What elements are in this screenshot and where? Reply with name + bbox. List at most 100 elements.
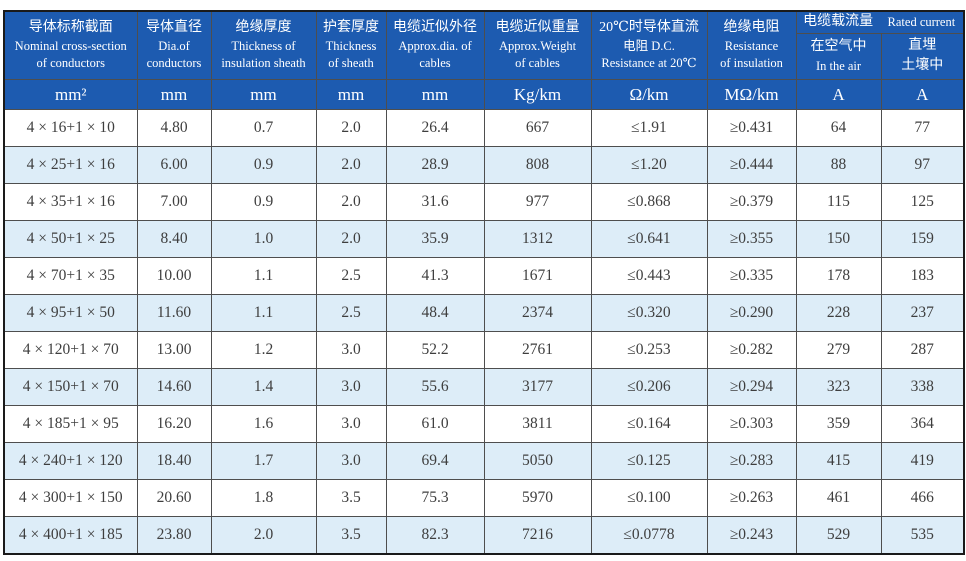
table-cell: 69.4 — [385, 441, 485, 480]
unit-cell: mm — [315, 78, 387, 110]
header-line-en: cables — [419, 56, 451, 71]
rated-current-title: 电缆载流量 Rated current — [797, 12, 963, 32]
table-cell: ≤0.443 — [590, 256, 708, 295]
table-row: 4 × 25+1 × 16 6.00 0.9 2.0 28.9 808 ≤1.20 ≥0.44… — [3, 145, 965, 184]
table-cell: ≥0.379 — [706, 182, 797, 221]
table-row: 4 × 120+1 × 70 13.00 1.2 3.0 52.2 2761 ≤0.253 ≥… — [3, 330, 965, 369]
table-cell: ≥0.431 — [706, 108, 797, 147]
table-cell: 0.9 — [210, 145, 317, 184]
table-cell: 2.0 — [315, 219, 387, 258]
table-cell: 2374 — [483, 293, 592, 332]
table-cell: ≤0.206 — [590, 367, 708, 406]
table-cell: 4 × 400+1 × 185 — [3, 515, 138, 554]
unit-cell: MΩ/km — [706, 78, 797, 110]
table-cell: ≥0.282 — [706, 330, 797, 369]
unit-cell: mm — [210, 78, 317, 110]
header-line-zh: 在空气中 — [810, 39, 867, 55]
header-line-en: Resistance — [724, 39, 779, 54]
table-cell: 4 × 50+1 × 25 — [3, 219, 138, 258]
table-cell: 183 — [880, 256, 965, 295]
table-row: 4 × 16+1 × 10 4.80 0.7 2.0 26.4 667 ≤1.91 ≥0.43… — [3, 108, 965, 147]
table-cell: 31.6 — [385, 182, 485, 221]
unit-cell: Kg/km — [483, 78, 592, 110]
table-cell: 3.0 — [315, 441, 387, 480]
table-cell: 237 — [880, 293, 965, 332]
table-cell: 1671 — [483, 256, 592, 295]
table-cell: ≥0.444 — [706, 145, 797, 184]
header-line-zh: 导体标称截面 — [28, 19, 113, 35]
table-cell: 419 — [880, 441, 965, 480]
table-cell: 4 × 25+1 × 16 — [3, 145, 138, 184]
unit-cell: A — [880, 78, 965, 110]
table-cell: 3.0 — [315, 404, 387, 443]
table-cell: 4 × 120+1 × 70 — [3, 330, 138, 369]
table-cell: ≥0.243 — [706, 515, 797, 554]
header-line-en: of cables — [515, 56, 560, 71]
table-cell: 2.5 — [315, 256, 387, 295]
table-cell: ≤0.868 — [590, 182, 708, 221]
table-body: 4 × 16+1 × 10 4.80 0.7 2.0 26.4 667 ≤1.91 ≥0.43… — [3, 108, 965, 554]
table-cell: ≥0.263 — [706, 478, 797, 517]
table-cell: ≤0.0778 — [590, 515, 708, 554]
table-cell: 3.0 — [315, 367, 387, 406]
table-cell: 228 — [795, 293, 882, 332]
table-cell: 667 — [483, 108, 592, 147]
header-line-en: Dia.of — [158, 39, 190, 54]
header-line-zh: 护套厚度 — [323, 19, 379, 35]
table-cell: 20.60 — [136, 478, 212, 517]
table-row: 4 × 70+1 × 35 10.00 1.1 2.5 41.3 1671 ≤0.443 ≥0… — [3, 256, 965, 295]
table-cell: 1.0 — [210, 219, 317, 258]
table-cell: 323 — [795, 367, 882, 406]
col-header-rated-current-group: 电缆载流量 Rated current — [795, 10, 965, 34]
table-row: 4 × 185+1 × 95 16.20 1.6 3.0 61.0 3811 ≤0.164 ≥… — [3, 404, 965, 443]
table-cell: 3.0 — [315, 330, 387, 369]
table-cell: ≤0.164 — [590, 404, 708, 443]
header-line-zh: 电缆近似重量 — [495, 19, 580, 35]
table-cell: 279 — [795, 330, 882, 369]
table-cell: 2.0 — [315, 182, 387, 221]
table-cell: 5050 — [483, 441, 592, 480]
header-line-en: Thickness — [325, 39, 377, 54]
table-cell: ≤1.91 — [590, 108, 708, 147]
table-cell: 6.00 — [136, 145, 212, 184]
header-line-en: In the air — [815, 58, 862, 73]
table-cell: 4 × 300+1 × 150 — [3, 478, 138, 517]
col-header-conductor-diameter: 导体直径 Dia.of conductors — [136, 10, 212, 80]
table-cell: 2.0 — [315, 108, 387, 147]
unit-cell: Ω/km — [590, 78, 708, 110]
table-cell: 1.1 — [210, 293, 317, 332]
table-cell: 18.40 — [136, 441, 212, 480]
table-cell: 529 — [795, 515, 882, 554]
table-cell: 61.0 — [385, 404, 485, 443]
table-cell: 2.5 — [315, 293, 387, 332]
table-row: 4 × 400+1 × 185 23.80 2.0 3.5 82.3 7216 ≤0.077… — [3, 515, 965, 554]
header-line-zh: 绝缘厚度 — [235, 19, 292, 35]
table-cell: 359 — [795, 404, 882, 443]
table-cell: 1.2 — [210, 330, 317, 369]
col-header-approx-diameter: 电缆近似外径 Approx.dia. of cables — [385, 10, 485, 80]
table-cell: 41.3 — [385, 256, 485, 295]
table-cell: 10.00 — [136, 256, 212, 295]
table-cell: 1.8 — [210, 478, 317, 517]
table-cell: 77 — [880, 108, 965, 147]
table-cell: 55.6 — [385, 367, 485, 406]
table-cell: 808 — [483, 145, 592, 184]
table-cell: 364 — [880, 404, 965, 443]
col-header-in-air: 在空气中 In the air — [795, 32, 882, 80]
header-line-en: Approx.Weight — [498, 39, 577, 54]
table-cell: 16.20 — [136, 404, 212, 443]
table-cell: ≤0.641 — [590, 219, 708, 258]
table-cell: ≥0.303 — [706, 404, 797, 443]
header-line-zh: 导体直径 — [146, 19, 202, 35]
table-cell: 1.4 — [210, 367, 317, 406]
table-row: 4 × 240+1 × 120 18.40 1.7 3.0 69.4 5050 ≤0.125… — [3, 441, 965, 480]
table-cell: 88 — [795, 145, 882, 184]
table-cell: 535 — [880, 515, 965, 554]
col-header-insulation-resistance: 绝缘电阻 Resistance of insulation — [706, 10, 797, 80]
col-header-dc-resistance: 20℃时导体直流 电阻 D.C. Resistance at 20℃ — [590, 10, 708, 80]
table-cell: 338 — [880, 367, 965, 406]
unit-cell: mm² — [3, 78, 138, 110]
cable-specification-table: 导体标称截面 Nominal cross-section of conducto… — [3, 10, 965, 555]
table-cell: 3.5 — [315, 478, 387, 517]
table-cell: 5970 — [483, 478, 592, 517]
